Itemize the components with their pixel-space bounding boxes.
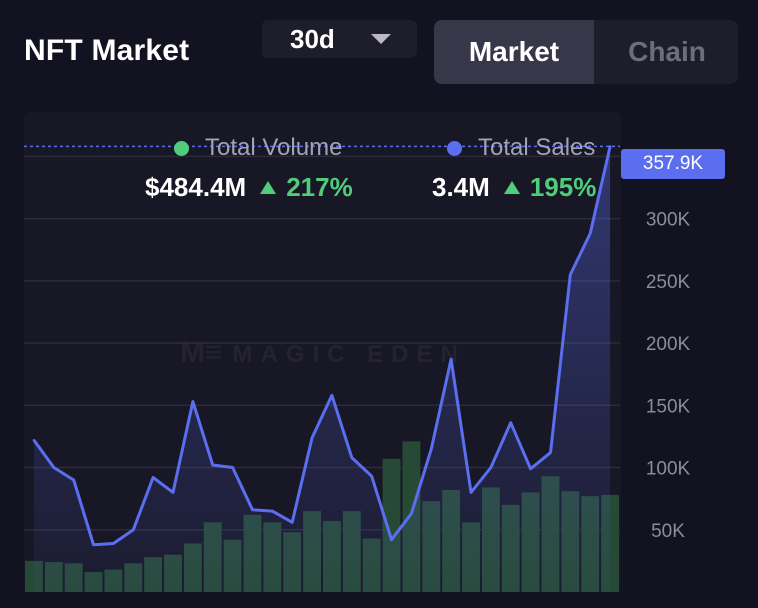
sales-point [608, 145, 612, 148]
volume-change: 217% [286, 172, 353, 202]
sales-point [509, 421, 512, 424]
y-axis-ticks: 50K 100K 150K 200K 250K 300K [646, 210, 691, 542]
sales-point [589, 232, 592, 235]
y-tick-label: 50K [651, 521, 685, 542]
sales-area-fill [33, 146, 611, 592]
sales-point [350, 456, 353, 459]
sales-stat: 3.4M 195% [432, 172, 596, 203]
magic-eden-logo-icon: M≡ [180, 336, 223, 369]
sales-line [24, 145, 620, 547]
sales-point [92, 543, 95, 546]
sales-point [489, 466, 493, 469]
sales-point [390, 538, 393, 541]
y-tick-label: 300K [646, 210, 691, 231]
sales-change: 195% [529, 172, 597, 202]
sales-area [33, 146, 611, 592]
page-title: NFT Market [24, 34, 190, 67]
sales-point [529, 467, 532, 470]
sales-point [549, 451, 552, 454]
period-value: 30d [290, 24, 335, 54]
sales-point [370, 475, 373, 478]
sales-point [251, 508, 254, 512]
sales-value: 3.4M [432, 172, 490, 202]
sales-point [410, 512, 413, 515]
period-dropdown[interactable]: 30d [262, 20, 417, 58]
view-toggle: Market Chain [434, 20, 738, 84]
volume-value: $484.4M [145, 172, 247, 202]
sales-point [430, 447, 433, 451]
sales-point [310, 436, 314, 439]
sales-point [271, 509, 274, 513]
sales-point [151, 476, 155, 479]
y-tick-label: 200K [646, 334, 691, 355]
sales-point [171, 491, 175, 494]
tab-market[interactable]: Market [434, 20, 594, 84]
sales-point [231, 466, 234, 469]
sales-legend-dot [447, 141, 462, 156]
watermark-text: MAGIC EDEN [232, 341, 466, 368]
sales-point [449, 358, 453, 361]
tab-chain[interactable]: Chain [628, 36, 706, 67]
volume-legend-dot [174, 141, 189, 156]
sales-point [52, 466, 55, 469]
sales-point [132, 528, 135, 531]
legend-total-sales: Total Sales [478, 134, 596, 161]
y-tick-label: 150K [646, 396, 691, 417]
sales-series-line [32, 146, 612, 547]
sales-point [291, 521, 294, 524]
sales-point [330, 394, 334, 397]
legend-total-volume: Total Volume [205, 134, 343, 161]
sales-point [72, 478, 75, 482]
y-tick-label: 100K [646, 459, 691, 480]
sales-point [32, 438, 36, 442]
sales-point [112, 542, 115, 545]
watermark: M≡ MAGIC EDEN [180, 336, 466, 370]
sales-point [469, 491, 473, 494]
sales-point [211, 463, 214, 467]
up-arrow-icon [503, 180, 520, 194]
y-tick-label: 250K [646, 272, 691, 293]
sales-point [191, 400, 195, 403]
up-arrow-icon [260, 180, 277, 194]
current-value-badge: 357.9K [621, 149, 725, 179]
volume-stat: $484.4M 217% [145, 172, 353, 203]
chevron-down-icon [371, 34, 391, 44]
sales-point [569, 273, 572, 276]
